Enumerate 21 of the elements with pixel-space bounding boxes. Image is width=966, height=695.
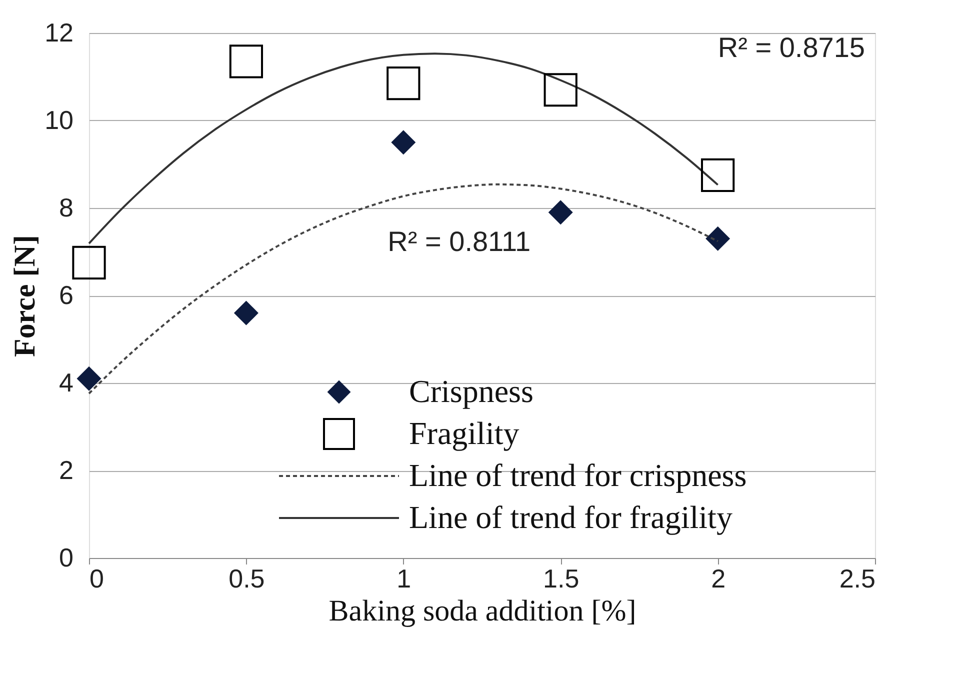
x-tick-label: 2.5 xyxy=(839,564,876,594)
legend-label: Crispness xyxy=(409,373,534,409)
legend-label: Line of trend for crispness xyxy=(409,457,747,493)
x-axis-title: Baking soda addition [%] xyxy=(328,594,636,628)
y-tick-label: 0 xyxy=(59,542,74,572)
y-tick-label: 12 xyxy=(44,18,74,48)
annotation: R² = 0.8715 xyxy=(718,32,865,63)
x-tick-label: 0 xyxy=(90,564,104,594)
y-tick-label: 4 xyxy=(59,368,74,398)
x-tick-label: 1 xyxy=(396,564,412,594)
y-axis-title: Force [N] xyxy=(8,235,42,357)
y-tick-label: 10 xyxy=(44,105,74,135)
annotation: R² = 0.8111 xyxy=(388,226,531,257)
y-tick-label: 8 xyxy=(59,192,74,222)
y-tick-label: 6 xyxy=(59,280,74,310)
x-tick-label: 2 xyxy=(711,564,726,594)
legend-label: Fragility xyxy=(409,415,520,451)
legend-label: Line of trend for fragility xyxy=(409,499,732,535)
x-tick-label: 0.5 xyxy=(228,564,265,594)
x-tick-label: 1.5 xyxy=(543,564,580,594)
y-tick-label: 2 xyxy=(59,455,74,485)
